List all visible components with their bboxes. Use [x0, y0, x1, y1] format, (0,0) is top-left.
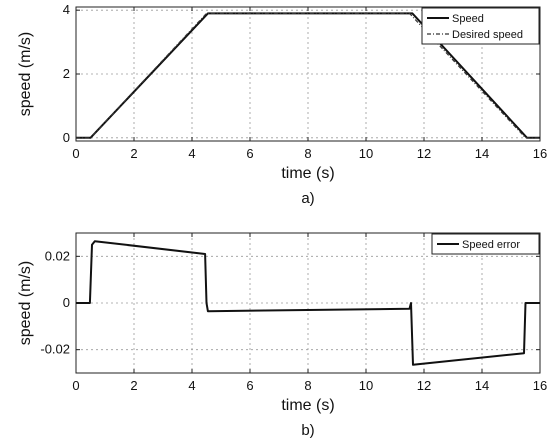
- panel-a-caption: a): [301, 190, 314, 207]
- x-tick-label: 6: [246, 146, 253, 161]
- y-tick-label: 4: [63, 2, 70, 17]
- y-tick-label: 0: [63, 295, 70, 310]
- panel-b-caption: b): [301, 422, 314, 439]
- panel-a-legend: Speed Desired speed: [421, 7, 540, 45]
- legend-label-speed-error: Speed error: [462, 239, 520, 251]
- x-tick-label: 12: [417, 146, 431, 161]
- x-tick-label: 4: [188, 146, 195, 161]
- x-tick-label: 8: [304, 378, 311, 393]
- panel-b-y-axis-label: speed (m/s): [17, 261, 34, 345]
- panel-a-speed-chart: 0 2 4 6 8 10 12 14 16 0 2 4 time (s) speed (m/s) a)…: [17, 2, 547, 207]
- x-tick-label: 0: [72, 146, 79, 161]
- x-tick-label: 14: [475, 146, 489, 161]
- x-tick-label: 0: [72, 378, 79, 393]
- panel-b-x-axis-label: time (s): [281, 397, 334, 414]
- x-tick-label: 12: [417, 378, 431, 393]
- x-tick-label: 2: [130, 378, 137, 393]
- panel-b-ticks: 0 2 4 6 8 10 12 14 16 0.02 0 -0.02: [40, 233, 547, 393]
- panel-b-legend: Speed error: [431, 233, 540, 255]
- x-tick-label: 2: [130, 146, 137, 161]
- x-tick-label: 10: [359, 378, 373, 393]
- panel-b-speed-error-chart: 0 2 4 6 8 10 12 14 16 0.02 0 -0.02 time (s) speed (…: [17, 232, 547, 439]
- y-tick-label: 0: [63, 130, 70, 145]
- series-line-speed-error: [76, 240, 540, 366]
- y-tick-label: 0.02: [45, 248, 70, 263]
- panel-a-series: [76, 12, 540, 139]
- y-tick-label: -0.02: [40, 342, 70, 357]
- panel-b-legend-box: [431, 233, 540, 255]
- x-tick-label: 4: [188, 378, 195, 393]
- x-tick-label: 16: [533, 378, 547, 393]
- legend-label-desired-speed: Desired speed: [452, 29, 523, 41]
- panel-a-legend-box: [421, 7, 540, 45]
- legend-label-speed: Speed: [452, 13, 484, 25]
- series-line-desired-speed: [76, 12, 540, 139]
- x-tick-label: 6: [246, 378, 253, 393]
- x-tick-label: 8: [304, 146, 311, 161]
- panel-a-ticks: 0 2 4 6 8 10 12 14 16 0 2 4: [63, 2, 547, 161]
- panel-a-y-axis-label: speed (m/s): [17, 32, 34, 116]
- x-tick-label: 16: [533, 146, 547, 161]
- x-tick-label: 14: [475, 378, 489, 393]
- panel-b-series: [76, 240, 540, 366]
- y-tick-label: 2: [63, 66, 70, 81]
- x-tick-label: 10: [359, 146, 373, 161]
- panel-a-x-axis-label: time (s): [281, 165, 334, 182]
